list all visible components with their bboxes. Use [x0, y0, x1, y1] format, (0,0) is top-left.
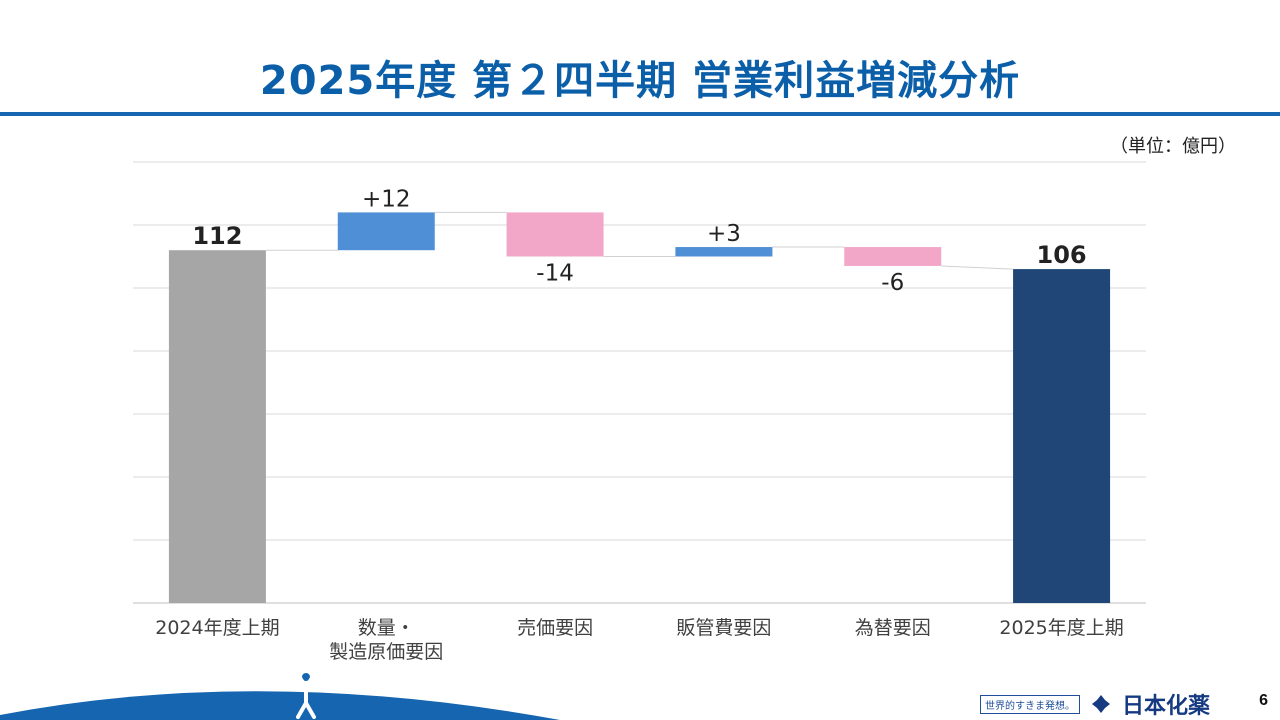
company-name: 日本化薬	[1122, 694, 1211, 719]
category-label-0: 2024年度上期	[155, 617, 279, 639]
nippon-kayaku-logo-icon	[1092, 695, 1110, 713]
brand-block: 世界的すきま発想。 日本化薬	[980, 690, 1211, 719]
chart-gridlines	[133, 161, 1146, 604]
bar-5	[1013, 269, 1111, 603]
bar-1	[337, 212, 435, 251]
brand-slogan: 世界的すきま発想。	[980, 694, 1080, 714]
page-title: 2025年度 第２四半期 営業利益増減分析	[259, 58, 1021, 104]
footer-decoration	[0, 667, 560, 720]
data-label-4: -6	[881, 270, 904, 296]
bar-0	[168, 250, 266, 603]
data-label-2: -14	[536, 261, 574, 287]
data-label-1: +12	[362, 186, 411, 212]
chart-category-labels: 2024年度上期 数量・製造原価要因 売価要因 販管費要因 為替要因 2025年度上期	[155, 617, 1124, 663]
category-label-4: 為替要因	[855, 617, 931, 639]
chart-bars	[168, 212, 1111, 603]
chart-data-labels: 112 +12 -14 +3 -6 106	[192, 186, 1086, 296]
bar-4	[844, 247, 942, 266]
data-label-5: 106	[1037, 241, 1087, 269]
chart-connectors	[265, 211, 1014, 270]
category-label-2: 売価要因	[517, 617, 593, 639]
data-label-3: +3	[707, 221, 741, 247]
bar-3	[675, 247, 773, 257]
footer-globe-arc	[0, 691, 560, 720]
runner-figure-icon	[292, 667, 320, 719]
data-label-0: 112	[192, 222, 242, 250]
bar-2	[506, 212, 604, 257]
category-label-5: 2025年度上期	[999, 617, 1123, 639]
unit-label: （単位：億円）	[1110, 136, 1236, 157]
connector-4	[941, 265, 1014, 270]
category-label-3: 販管費要因	[676, 617, 771, 639]
category-label-1: 数量・製造原価要因	[329, 617, 443, 663]
page-number: 6	[1259, 692, 1268, 709]
title-divider	[0, 112, 1280, 116]
